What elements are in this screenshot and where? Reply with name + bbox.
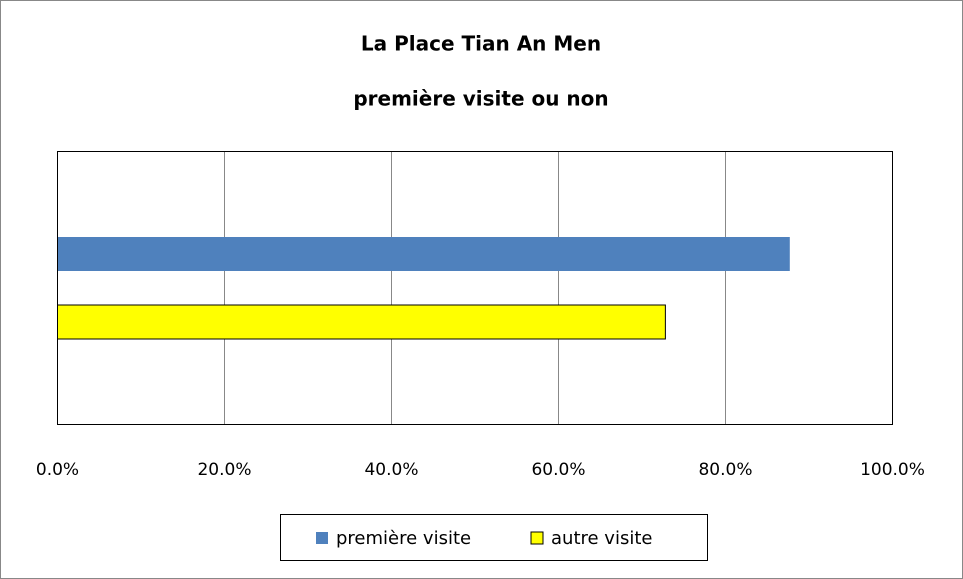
chart-subtitle: première visite ou non [353, 87, 608, 111]
x-tick-label: 60.0% [531, 460, 585, 480]
legend-swatch [530, 531, 544, 545]
bar [57, 237, 790, 271]
legend-label: autre visite [551, 528, 652, 549]
x-tick-label: 80.0% [698, 460, 752, 480]
x-tick-label: 20.0% [197, 460, 251, 480]
x-tick-label: 40.0% [364, 460, 418, 480]
legend-swatch [316, 532, 328, 544]
x-tick-label: 0.0% [36, 460, 79, 480]
chart-title: La Place Tian An Men [361, 32, 601, 56]
legend-label: première visite [336, 528, 471, 549]
x-tick-label: 100.0% [860, 460, 925, 480]
plot-area [57, 151, 893, 425]
bar [57, 304, 666, 340]
legend-box [280, 514, 708, 561]
